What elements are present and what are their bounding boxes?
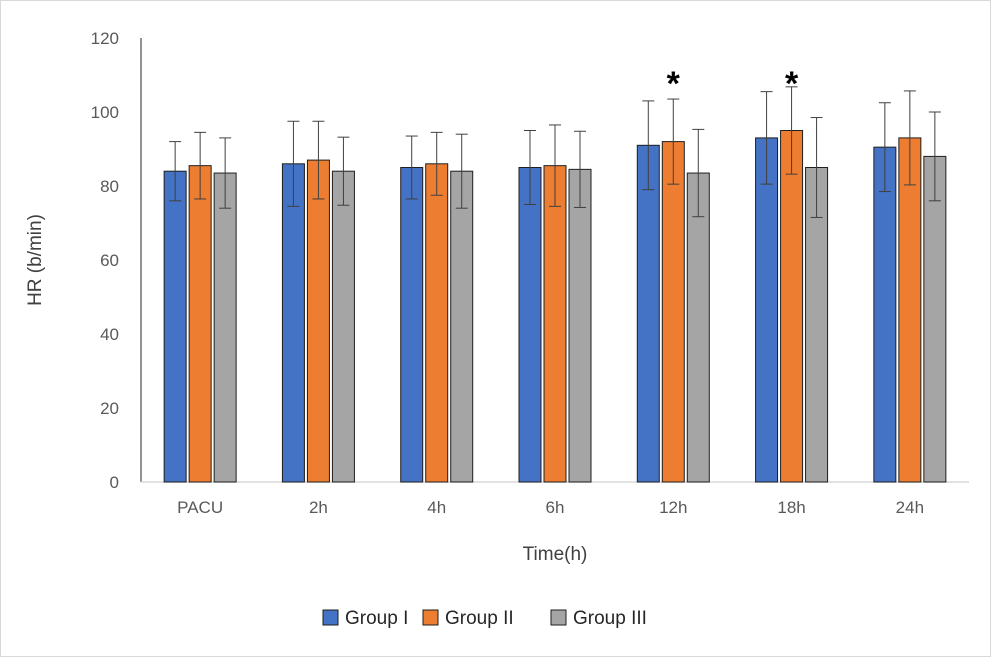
significance-annotations: * * bbox=[667, 65, 799, 103]
y-tick-label: 20 bbox=[100, 399, 119, 418]
error-bars-layer bbox=[169, 86, 941, 218]
y-tick-label: 120 bbox=[91, 29, 119, 48]
bar bbox=[543, 165, 567, 483]
legend-label: Group II bbox=[445, 608, 514, 629]
y-tick-label: 40 bbox=[100, 325, 119, 344]
bar bbox=[213, 172, 237, 483]
bar bbox=[780, 130, 804, 483]
bar bbox=[425, 163, 449, 483]
x-tick-label: 4h bbox=[427, 498, 446, 517]
legend-swatch bbox=[322, 609, 339, 626]
y-axis-title: HR (b/min) bbox=[25, 214, 46, 306]
bar bbox=[281, 163, 305, 483]
x-tick-label: 24h bbox=[896, 498, 924, 517]
x-tick-label: 6h bbox=[546, 498, 565, 517]
bar bbox=[898, 137, 922, 483]
x-tick-label: 2h bbox=[309, 498, 328, 517]
y-tick-label: 60 bbox=[100, 251, 119, 270]
bar bbox=[873, 146, 897, 483]
y-tick-label: 100 bbox=[91, 103, 119, 122]
legend-swatch bbox=[550, 609, 567, 626]
bar bbox=[568, 168, 592, 483]
bar bbox=[163, 170, 187, 483]
significance-asterisk: * bbox=[785, 65, 799, 103]
bar bbox=[306, 159, 330, 483]
y-tick-label: 0 bbox=[110, 473, 119, 492]
bar bbox=[661, 141, 685, 483]
significance-asterisk: * bbox=[667, 65, 681, 103]
bar bbox=[331, 170, 355, 483]
bar bbox=[923, 155, 947, 483]
legend-swatch bbox=[422, 609, 439, 626]
y-axis-ticks: 0 20 40 60 80 100 120 bbox=[91, 29, 119, 492]
legend-item: Group I bbox=[322, 608, 408, 629]
bar bbox=[686, 172, 710, 483]
bar bbox=[636, 144, 660, 483]
bar bbox=[755, 137, 779, 483]
x-axis-ticks: PACU 2h 4h 6h 12h 18h 24h bbox=[177, 498, 924, 517]
bar bbox=[518, 167, 542, 483]
x-axis-title: Time(h) bbox=[523, 544, 588, 565]
bar bbox=[188, 165, 212, 483]
legend-item: Group III bbox=[550, 608, 647, 629]
y-tick-label: 80 bbox=[100, 177, 119, 196]
legend: Group I Group II Group III bbox=[322, 608, 647, 629]
bar bbox=[450, 170, 474, 483]
x-tick-label: 12h bbox=[659, 498, 687, 517]
bar bbox=[400, 167, 424, 483]
bars-layer bbox=[163, 130, 947, 483]
legend-label: Group I bbox=[345, 608, 408, 629]
legend-label: Group III bbox=[573, 608, 647, 629]
x-tick-label: 18h bbox=[777, 498, 805, 517]
x-tick-label: PACU bbox=[177, 498, 223, 517]
legend-item: Group II bbox=[422, 608, 514, 629]
